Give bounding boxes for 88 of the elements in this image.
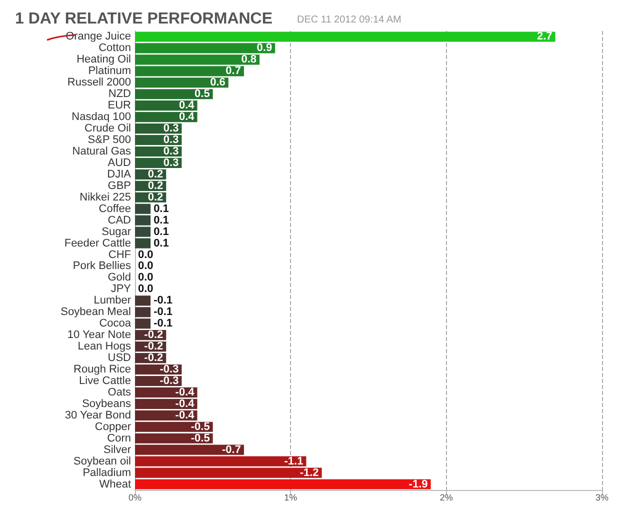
data-label: 0.8: [241, 54, 257, 66]
y-tick-label: DJIA: [107, 168, 132, 180]
data-label: -0.4: [175, 409, 196, 422]
y-tick-label: Crude Oil: [84, 122, 131, 135]
data-label: -0.5: [190, 420, 210, 433]
data-label: 0.3: [163, 145, 179, 158]
y-tick-label: Lumber: [94, 294, 132, 307]
data-label: 0.2: [148, 168, 164, 180]
data-label: -1.9: [408, 478, 428, 490]
data-label: 0.3: [163, 156, 179, 169]
y-tick-label: Soybean oil: [74, 455, 131, 468]
data-label: -0.3: [160, 374, 179, 387]
y-tick-label: Oats: [108, 386, 132, 398]
data-label: -0.5: [190, 432, 210, 444]
data-label: 0.1: [154, 214, 169, 226]
data-label: 0.6: [210, 76, 226, 89]
data-label: -0.4: [175, 386, 196, 398]
y-tick-label: EUR: [108, 100, 132, 112]
y-tick-label: Nikkei 225: [80, 191, 131, 204]
y-tick-label: Copper: [94, 420, 132, 433]
y-tick-label: 10 Year Note: [67, 329, 131, 342]
y-tick-label: Feeder Cattle: [64, 237, 131, 250]
y-tick-label: Palladium: [82, 466, 131, 479]
data-label: -0.1: [154, 318, 173, 330]
y-tick-label: Cocoa: [99, 318, 132, 330]
data-label: 0.2: [148, 191, 164, 204]
y-tick-label: Lean Hogs: [78, 340, 132, 353]
y-tick-label: Sugar: [102, 226, 132, 238]
data-label: -1.2: [300, 466, 319, 479]
y-tick-label: GBP: [108, 180, 131, 192]
data-label: -0.1: [154, 294, 173, 307]
data-label: 0.7: [226, 65, 241, 78]
data-label: 2.7: [537, 30, 552, 43]
chart-title: 1 DAY RELATIVE PERFORMANCE: [15, 10, 273, 28]
data-label: 0.4: [178, 111, 196, 124]
y-tick-label: S&P 500: [88, 134, 131, 146]
data-label: -0.2: [144, 340, 164, 353]
y-tick-label: Wheat: [99, 478, 131, 490]
y-tick-label: Silver: [103, 444, 132, 456]
data-label: 0.0: [138, 248, 154, 261]
data-label: 0.0: [138, 272, 154, 284]
y-tick-label: CHF: [108, 248, 132, 261]
y-tick-label: CAD: [108, 214, 132, 226]
data-label: -0.7: [222, 444, 241, 456]
data-label: 0.0: [138, 283, 154, 296]
y-tick-label: Soybeans: [82, 398, 132, 410]
data-label: -0.3: [160, 364, 179, 376]
y-tick-label: Russell 2000: [67, 76, 131, 89]
x-tick-label: 0%: [128, 492, 142, 502]
data-label: 0.3: [163, 122, 179, 135]
y-tick-label: Pork Bellies: [72, 260, 132, 272]
data-label: -1.1: [284, 455, 304, 468]
data-label: 0.9: [256, 42, 272, 54]
data-label: 0.3: [163, 134, 179, 146]
data-label: 0.2: [148, 180, 164, 192]
y-tick-label: Heating Oil: [76, 54, 131, 66]
y-tick-label: Gold: [108, 272, 131, 284]
data-label: -0.1: [154, 306, 173, 318]
y-tick-label: NZD: [108, 88, 132, 100]
y-tick-label: Corn: [107, 432, 131, 444]
y-tick-label: USD: [108, 352, 132, 364]
y-tick-label: Cotton: [98, 42, 131, 54]
y-tick-label: Nasdaq 100: [72, 111, 131, 124]
y-tick-label: Orange Juice: [66, 30, 131, 43]
y-tick-label: Soybean Meal: [60, 306, 131, 318]
data-label: 0.5: [194, 88, 210, 100]
data-label: 0.1: [154, 202, 169, 215]
data-label: 0.1: [154, 226, 169, 238]
y-tick-label: Natural Gas: [72, 145, 132, 158]
data-label: 0.0: [138, 260, 154, 272]
y-tick-label: Coffee: [98, 202, 131, 215]
x-tick-label: 1%: [284, 492, 298, 502]
y-tick-label: 30 Year Bond: [64, 409, 131, 422]
x-tick-label: 2%: [440, 492, 453, 502]
y-tick-label: Live Cattle: [79, 374, 131, 387]
y-tick-label: JPY: [110, 283, 132, 296]
y-tick-label: AUD: [108, 156, 132, 169]
data-label: -0.2: [144, 352, 164, 364]
y-tick-label: Platinum: [88, 65, 131, 78]
bar: [135, 479, 431, 490]
data-label: -0.2: [144, 329, 164, 342]
x-tick-label: 3%: [595, 492, 609, 502]
y-tick-label: Rough Rice: [74, 364, 131, 376]
data-label: 0.1: [154, 237, 169, 250]
chart-subtitle: DEC 11 2012 09:14 AM: [297, 14, 402, 26]
bar: [135, 32, 556, 42]
data-label: 0.4: [178, 100, 196, 112]
data-label: -0.4: [175, 398, 196, 410]
